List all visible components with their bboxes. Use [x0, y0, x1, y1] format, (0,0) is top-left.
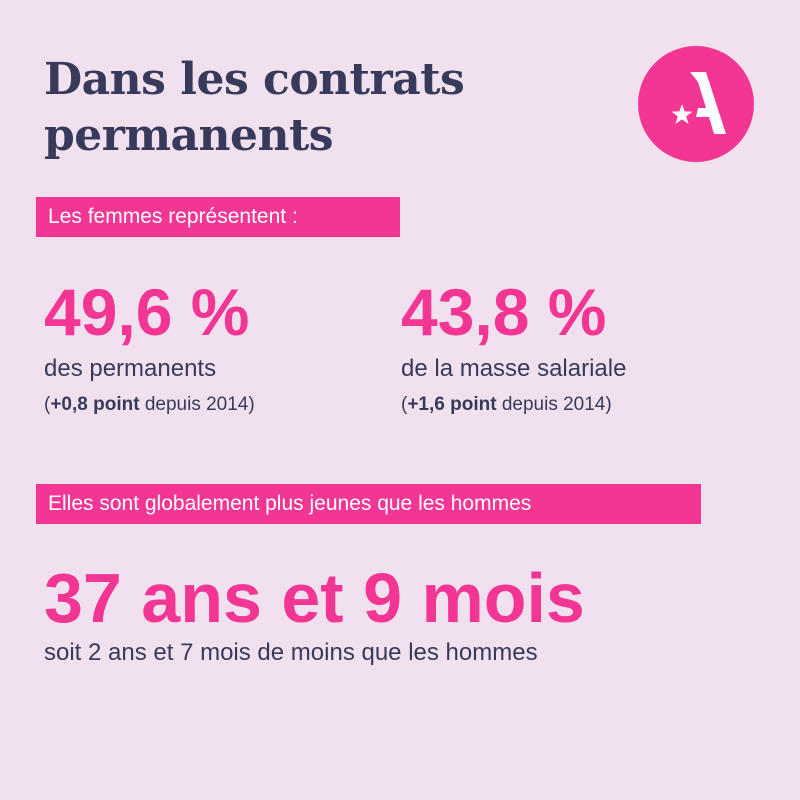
- stat-permanents-since: depuis 2014: [144, 394, 249, 415]
- stat-permanents-value: 49,6 %: [44, 275, 250, 349]
- page-title-line-2: permanents: [44, 110, 334, 161]
- stat-permanents-change: +0,8 point: [50, 394, 140, 415]
- stat-payroll-description: de la masse salariale: [401, 355, 627, 382]
- women-represent-banner: Les femmes représentent :: [36, 197, 400, 237]
- page-title-line-1: Dans les contrats: [44, 54, 465, 105]
- stat-age-description: soit 2 ans et 7 mois de moins que les ho…: [44, 639, 538, 666]
- younger-banner: Elles sont globalement plus jeunes que l…: [36, 484, 701, 524]
- stat-age: 37 ans et 9 mois soit 2 ans et 7 mois de…: [44, 560, 585, 668]
- stat-payroll-change: +1,6 point: [407, 394, 497, 415]
- stat-payroll: 43,8 % de la masse salariale (+1,6 point…: [401, 276, 626, 418]
- page-title: Dans les contrats permanents: [44, 52, 465, 164]
- stat-permanents-note: (+0,8 point depuis 2014): [44, 394, 255, 415]
- stat-payroll-since: depuis 2014: [501, 394, 606, 415]
- stat-age-value: 37 ans et 9 mois: [44, 559, 585, 637]
- stat-payroll-value: 43,8 %: [401, 275, 607, 349]
- stat-permanents-description: des permanents: [44, 355, 217, 382]
- stat-permanents: 49,6 % des permanents (+0,8 point depuis…: [44, 276, 255, 418]
- stat-payroll-note: (+1,6 point depuis 2014): [401, 394, 612, 415]
- brand-logo-icon: [638, 46, 754, 162]
